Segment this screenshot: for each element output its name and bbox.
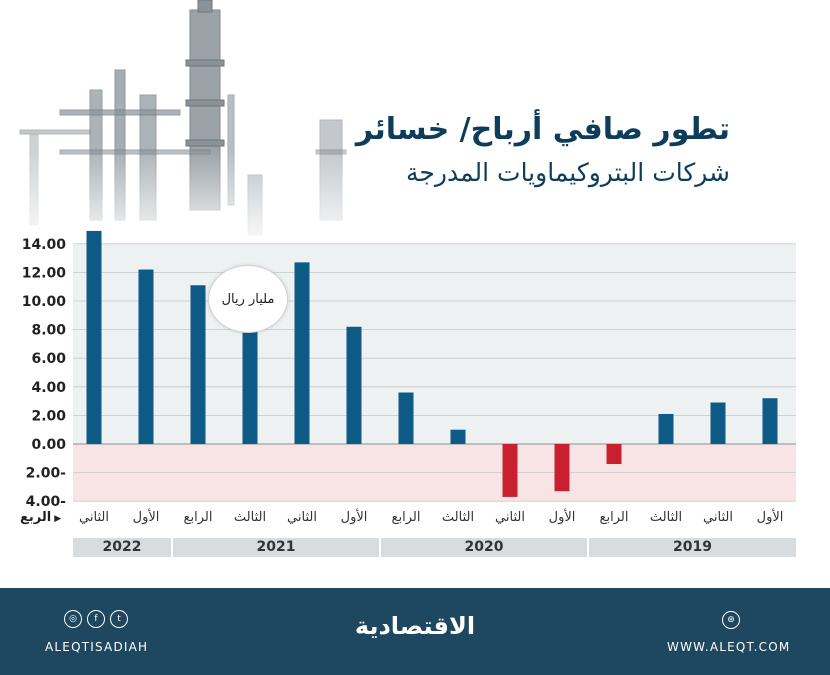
y-tick-label: 2.00 [31,408,66,424]
quarter-label: الأول [548,510,576,525]
website-link[interactable]: WWW.ALEQT.COM [667,640,791,654]
quarter-label: الثاني [287,510,317,525]
bar [554,444,570,492]
social-links: ◎ f t [64,610,128,628]
y-tick-label: 12.00 [22,265,67,281]
y-tick-label: 10.00 [22,294,67,310]
y-tick-label: 8.00 [31,323,66,339]
bar [710,402,726,444]
quarter-axis-label: ▶الربع [20,510,61,525]
bar [398,392,414,444]
instagram-icon[interactable]: ◎ [64,610,82,628]
quarter-axis-text: الربع [20,510,52,525]
quarter-label: الأول [756,510,784,525]
year-band: 2020 [381,538,587,557]
y-tick-label: 4.00- [26,494,67,510]
quarter-label: الأول [132,510,160,525]
brand-logo: الاقتصادية [354,612,476,640]
refinery-illustration [0,0,360,250]
bar [658,413,674,444]
social-handle[interactable]: ALEQTISADIAH [45,640,149,654]
quarter-label: الرابع [183,510,213,525]
quarter-label: الثاني [495,510,525,525]
y-tick-label: 4.00 [31,380,66,396]
bar [762,398,778,444]
y-tick-label: 14.00 [22,237,67,253]
y-tick-label: 6.00 [31,351,66,367]
triangle-right-icon: ▶ [54,514,62,524]
bar [294,262,310,444]
year-band: 2021 [173,538,379,557]
bar [242,303,258,444]
quarter-label: الثالث [649,510,683,525]
y-tick-label: 2.00- [26,466,67,482]
quarter-label: الثالث [233,510,267,525]
bar [190,285,206,444]
bar [346,326,362,444]
y-tick-label: 0.00 [31,437,66,453]
quarter-label: الرابع [599,510,629,525]
year-band: 2019 [589,538,796,557]
chart-title: تطور صافي أرباح/ خسائر [355,112,730,147]
quarter-label: الثاني [79,510,109,525]
bar [86,230,102,444]
facebook-icon[interactable]: f [87,610,105,628]
positive-plot-area [73,243,796,444]
quarter-label: الرابع [391,510,421,525]
unit-badge: مليار ريال [208,265,288,333]
twitter-icon[interactable]: t [110,610,128,628]
quarter-label: الثالث [441,510,475,525]
year-band: 2022 [73,538,171,557]
quarter-label: الثاني [703,510,733,525]
bar-chart: 14.00 12.00 10.00 8.00 6.00 4.00 2.00 0.00 2.00-… [22,230,796,510]
bar [450,429,466,444]
bar [502,444,518,497]
bar [606,444,622,465]
chart-subtitle: شركات البتروكيماويات المدرجة [406,158,730,187]
footer-bar [0,588,830,675]
bar [138,269,154,444]
globe-icon: ⊛ [722,611,740,629]
quarter-label: الأول [340,510,368,525]
